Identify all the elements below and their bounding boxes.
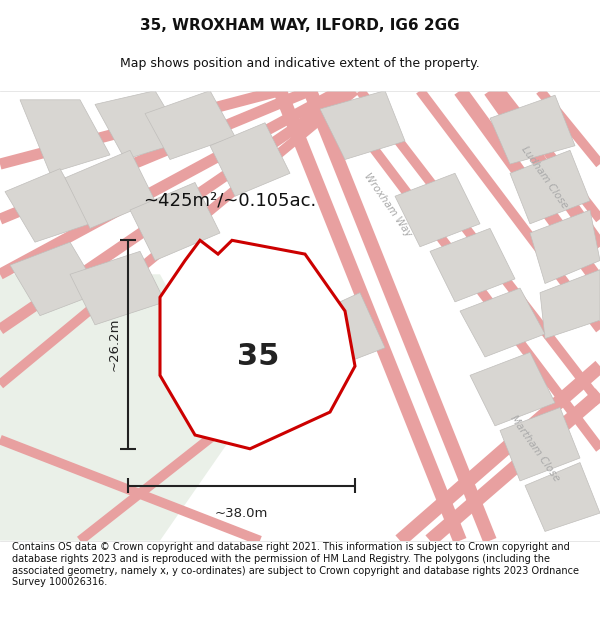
Text: Map shows position and indicative extent of the property.: Map shows position and indicative extent…: [120, 57, 480, 70]
Polygon shape: [470, 352, 555, 426]
Text: Contains OS data © Crown copyright and database right 2021. This information is : Contains OS data © Crown copyright and d…: [12, 542, 579, 587]
Text: ~26.2m: ~26.2m: [107, 318, 121, 371]
Polygon shape: [460, 288, 545, 357]
Text: 35: 35: [237, 342, 279, 371]
Polygon shape: [5, 169, 90, 242]
Polygon shape: [500, 408, 580, 481]
Polygon shape: [95, 91, 185, 159]
Polygon shape: [130, 182, 220, 261]
Polygon shape: [210, 122, 290, 196]
Polygon shape: [70, 251, 165, 325]
Text: ~38.0m: ~38.0m: [215, 507, 268, 519]
Text: ~425m²/~0.105ac.: ~425m²/~0.105ac.: [143, 192, 317, 210]
Polygon shape: [145, 91, 235, 159]
Text: Martham Close: Martham Close: [508, 414, 562, 484]
Text: Ludham Close: Ludham Close: [520, 145, 570, 211]
Polygon shape: [0, 274, 230, 541]
Polygon shape: [540, 270, 600, 339]
Polygon shape: [320, 91, 405, 159]
Polygon shape: [160, 241, 355, 449]
Polygon shape: [20, 100, 110, 173]
Polygon shape: [10, 242, 100, 316]
Polygon shape: [525, 462, 600, 531]
Text: Wroxham Way: Wroxham Way: [362, 172, 414, 239]
Polygon shape: [65, 151, 155, 228]
Polygon shape: [395, 173, 480, 247]
Polygon shape: [490, 95, 575, 164]
Text: 35, WROXHAM WAY, ILFORD, IG6 2GG: 35, WROXHAM WAY, ILFORD, IG6 2GG: [140, 18, 460, 33]
Polygon shape: [530, 210, 600, 284]
Polygon shape: [430, 228, 515, 302]
Polygon shape: [510, 151, 590, 224]
Polygon shape: [300, 292, 385, 371]
